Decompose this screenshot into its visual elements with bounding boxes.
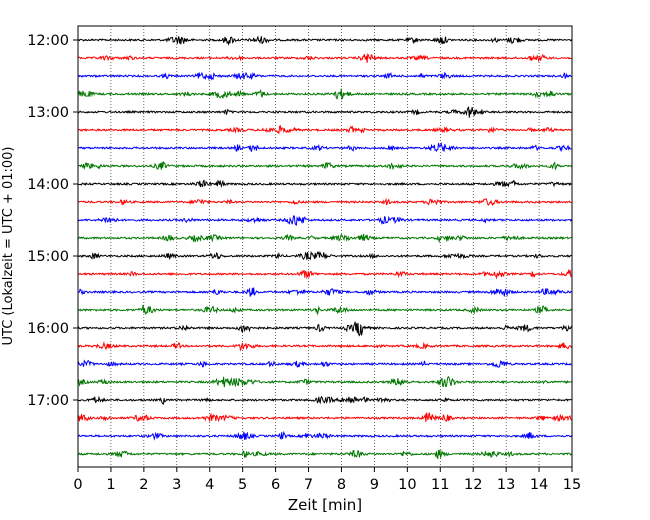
x-tick-label: 7 (304, 477, 313, 493)
y-tick-label: 15:00 (27, 249, 69, 265)
seismic-trace (77, 52, 572, 63)
seismic-trace (77, 160, 572, 171)
seismic-trace (77, 124, 572, 135)
x-tick-label: 13 (497, 477, 515, 493)
seismic-trace (77, 449, 572, 460)
seismic-trace (77, 430, 572, 441)
x-tick-label: 12 (464, 477, 482, 493)
seismic-trace (77, 197, 572, 207)
x-tick-label: 15 (563, 477, 581, 493)
seismic-trace (77, 375, 572, 388)
seismic-trace (77, 179, 572, 188)
seismic-trace (77, 287, 572, 297)
x-tick-label: 14 (530, 477, 548, 493)
seismic-trace (77, 359, 572, 368)
x-tick-label: 0 (73, 477, 82, 493)
x-tick-label: 2 (139, 477, 148, 493)
x-axis-label: Zeit [min] (288, 496, 362, 514)
seismic-trace (77, 106, 572, 118)
x-tick-label: 9 (370, 477, 379, 493)
y-tick-label: 13:00 (27, 105, 69, 121)
y-axis-label: UTC (Lokalzeit = UTC + 01:00) (1, 147, 16, 346)
plot-frame (77, 25, 573, 468)
y-tick-label: 12:00 (27, 33, 69, 49)
x-tick-label: 5 (238, 477, 247, 493)
seismic-trace (77, 215, 572, 226)
seismic-trace (77, 142, 572, 153)
seismic-trace (77, 250, 572, 261)
seismic-trace (77, 321, 572, 337)
seismic-trace (77, 412, 572, 423)
seismic-trace (77, 395, 572, 405)
y-tick-label: 17:00 (27, 393, 69, 409)
x-tick-label: 3 (172, 477, 181, 493)
seismic-trace (77, 304, 572, 316)
y-tick-label: 16:00 (27, 321, 69, 337)
x-tick-label: 4 (205, 477, 214, 493)
x-tick-label: 8 (337, 477, 346, 493)
y-axis-ticks: 12:00 13:00 14:00 15:00 16:00 17:00 (27, 33, 78, 409)
seismic-trace (77, 341, 572, 352)
x-tick-label: 1 (106, 477, 115, 493)
seismic-trace (77, 71, 572, 81)
seismic-trace (77, 35, 572, 47)
x-tick-label: 11 (431, 477, 449, 493)
x-axis-ticks: 0 1 2 3 4 5 6 7 8 9 10 11 12 13 14 15 (73, 467, 581, 493)
seismic-trace (77, 233, 572, 244)
x-tick-label: 10 (398, 477, 416, 493)
seismic-trace (77, 88, 572, 101)
seismic-traces (77, 35, 572, 460)
seismic-trace (77, 268, 572, 280)
x-tick-label: 6 (271, 477, 280, 493)
y-tick-label: 14:00 (27, 177, 69, 193)
